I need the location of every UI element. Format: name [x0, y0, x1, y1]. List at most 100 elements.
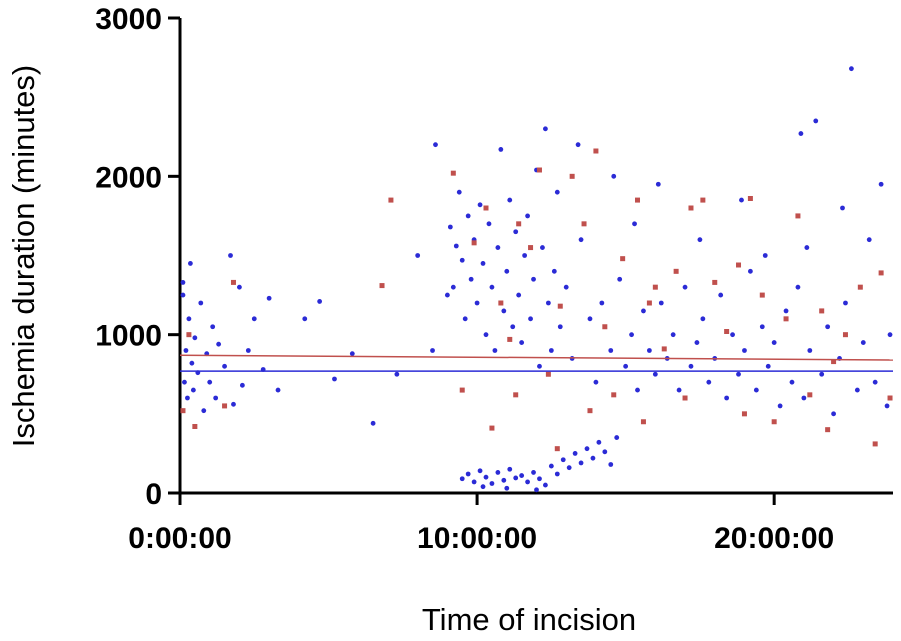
data-point [578, 237, 584, 243]
data-point [777, 403, 783, 409]
data-point [394, 371, 400, 377]
data-point [201, 408, 207, 414]
data-point [471, 479, 477, 485]
data-point-square [516, 221, 522, 227]
data-point [237, 284, 242, 290]
data-point [578, 460, 584, 466]
data-point-square [700, 197, 706, 203]
data-point [646, 348, 652, 353]
data-point [789, 379, 795, 385]
data-point [762, 253, 768, 258]
data-point [676, 387, 682, 393]
data-point-square [186, 332, 192, 338]
data-point [548, 463, 554, 469]
data-point [216, 341, 222, 347]
data-point-square [180, 408, 186, 414]
data-point [884, 403, 890, 409]
data-point [498, 147, 504, 152]
data-point [465, 471, 471, 477]
data-point [462, 316, 468, 322]
data-point [596, 439, 602, 445]
data-point [317, 299, 323, 304]
data-point [813, 118, 819, 124]
data-point [519, 340, 525, 345]
data-point [641, 308, 646, 314]
data-point [537, 363, 542, 369]
data-point [415, 253, 421, 258]
data-point [531, 276, 536, 282]
x-tick-label: 10:00:00 [417, 522, 537, 555]
y-ticks: 0 1000 2000 3000 [95, 3, 180, 511]
data-point [748, 268, 753, 274]
data-point [543, 126, 548, 132]
data-point [501, 477, 507, 483]
data-point-square [842, 332, 848, 338]
data-point [489, 284, 495, 290]
data-point [239, 382, 245, 388]
data-point [798, 131, 804, 136]
data-point-square [771, 419, 777, 425]
data-point [332, 376, 337, 382]
data-point-square [388, 197, 394, 203]
data-point-square [581, 221, 587, 227]
data-point [825, 324, 831, 330]
data-point-square [825, 427, 831, 433]
data-point [531, 470, 536, 475]
data-point [697, 237, 703, 243]
data-point [477, 202, 483, 208]
x-tick-label: 20:00:00 [714, 522, 834, 555]
data-point [795, 284, 801, 290]
data-point-square [807, 392, 813, 398]
data-point [507, 197, 513, 203]
data-point [860, 340, 866, 345]
data-point [718, 292, 724, 298]
data-point-square [736, 262, 742, 268]
data-point [854, 387, 860, 393]
data-point [231, 401, 236, 407]
data-point-square [513, 392, 519, 398]
data-point [266, 295, 272, 301]
data-point-square [557, 303, 563, 309]
data-point [534, 487, 539, 493]
data-point [804, 245, 810, 250]
data-point [180, 292, 186, 298]
data-point [635, 387, 640, 393]
data-point-square [887, 395, 893, 401]
data-point-square [640, 419, 646, 425]
data-point [450, 284, 456, 290]
data-point [474, 300, 480, 306]
data-point [453, 243, 459, 249]
x-tick-label: 0:00:00 [128, 522, 231, 555]
data-point-square [831, 359, 837, 365]
data-point-square [602, 324, 608, 330]
data-point-square [498, 300, 504, 306]
data-point [623, 363, 629, 369]
data-point [652, 371, 658, 377]
data-point-square [724, 329, 730, 334]
data-point [629, 332, 634, 338]
data-point [575, 142, 581, 148]
data-point [507, 466, 513, 472]
data-point [658, 300, 664, 306]
data-point-square [536, 167, 542, 173]
data-point [459, 476, 465, 482]
data-point-square [620, 256, 626, 262]
data-point [513, 475, 519, 481]
data-point [525, 479, 530, 485]
y-axis-title: Ischemia duration (minutes) [6, 65, 41, 448]
data-point-square [471, 240, 477, 246]
data-point [222, 363, 227, 369]
data-point-square [741, 411, 747, 417]
data-point [545, 300, 551, 306]
data-point [602, 449, 608, 455]
data-point [730, 332, 735, 338]
data-point-square [593, 148, 599, 154]
data-point [207, 379, 213, 385]
y-tick-label: 3000 [95, 3, 162, 36]
data-point-square [857, 284, 863, 290]
data-point [213, 395, 219, 401]
data-point [887, 332, 893, 338]
data-point [302, 316, 308, 322]
data-point-square [230, 279, 236, 285]
